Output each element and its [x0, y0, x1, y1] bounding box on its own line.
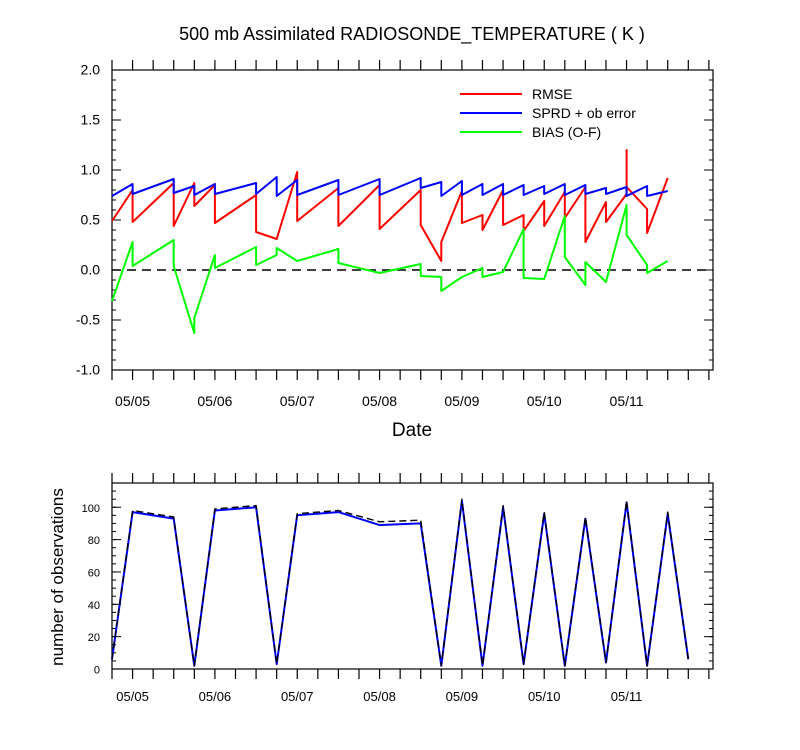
bottom-y-tick-label: 100: [82, 503, 100, 515]
bottom-series-observations-used: [111, 499, 690, 667]
bottom-y-tick-label: 60: [88, 567, 100, 579]
bottom-frame: [111, 482, 714, 670]
top-y-tick-label: 1.5: [81, 112, 101, 128]
top-y-tick-label: 2.0: [81, 62, 101, 78]
bottom-y-tick-label: 80: [88, 535, 100, 547]
legend-label-bias: BIAS (O-F): [532, 124, 601, 140]
top-y-tick-label: 0.0: [81, 262, 101, 278]
top-y-tick-label: 0.5: [81, 212, 101, 228]
top-x-tick-label: 05/08: [362, 393, 397, 409]
bottom-x-tick-label: 05/06: [199, 689, 232, 704]
bottom-x-tick-label: 05/10: [528, 689, 561, 704]
top-x-tick-label: 05/05: [115, 393, 150, 409]
top-x-tick-label: 05/10: [527, 393, 562, 409]
bottom-x-tick-label: 05/11: [611, 689, 643, 704]
bottom-y-tick-label: 20: [88, 632, 100, 644]
top-series-sprd-ob-error: [111, 176, 668, 197]
bottom-x-tick-label: 05/09: [446, 689, 479, 704]
bottom-plot-area: 0 20 40 60 80 100 05/05 05/06 05/07 05/08 05/09 05/…: [82, 473, 714, 704]
top-x-tick-label: 05/11: [610, 393, 644, 409]
bottom-x-tick-label: 05/08: [363, 689, 396, 704]
top-x-tick-label: 05/07: [280, 393, 315, 409]
bottom-series-observations-possible: [111, 498, 689, 667]
chart-title: 500 mb Assimilated RADIOSONDE_TEMPERATUR…: [179, 24, 645, 45]
top-y-tick-label: 1.0: [81, 162, 101, 178]
bottom-y-tick-label: 0: [94, 665, 100, 677]
top-plot-area: -1.0 -0.5 0.0 0.5 1.0 1.5 2.0 05/05 05/06 05/07 05…: [76, 60, 714, 409]
top-y-tick-label: -1.0: [76, 362, 100, 378]
top-series-bias-o-f-: [111, 204, 669, 334]
bottom-x-tick-label: 05/07: [281, 689, 314, 704]
bottom-y-axis-label: number of observations: [48, 488, 67, 666]
top-series-rmse: [111, 149, 669, 262]
top-x-tick-label: 05/06: [197, 393, 232, 409]
x-axis-label: Date: [392, 420, 432, 441]
top-y-tick-label: -0.5: [76, 312, 100, 328]
legend: RMSE SPRD + ob error BIAS (O-F): [460, 86, 636, 140]
bottom-y-tick-label: 40: [88, 600, 100, 612]
top-x-tick-label: 05/09: [444, 393, 479, 409]
bottom-x-tick-label: 05/05: [116, 689, 149, 704]
legend-label-rmse: RMSE: [532, 86, 572, 102]
legend-label-sprd: SPRD + ob error: [532, 105, 636, 121]
